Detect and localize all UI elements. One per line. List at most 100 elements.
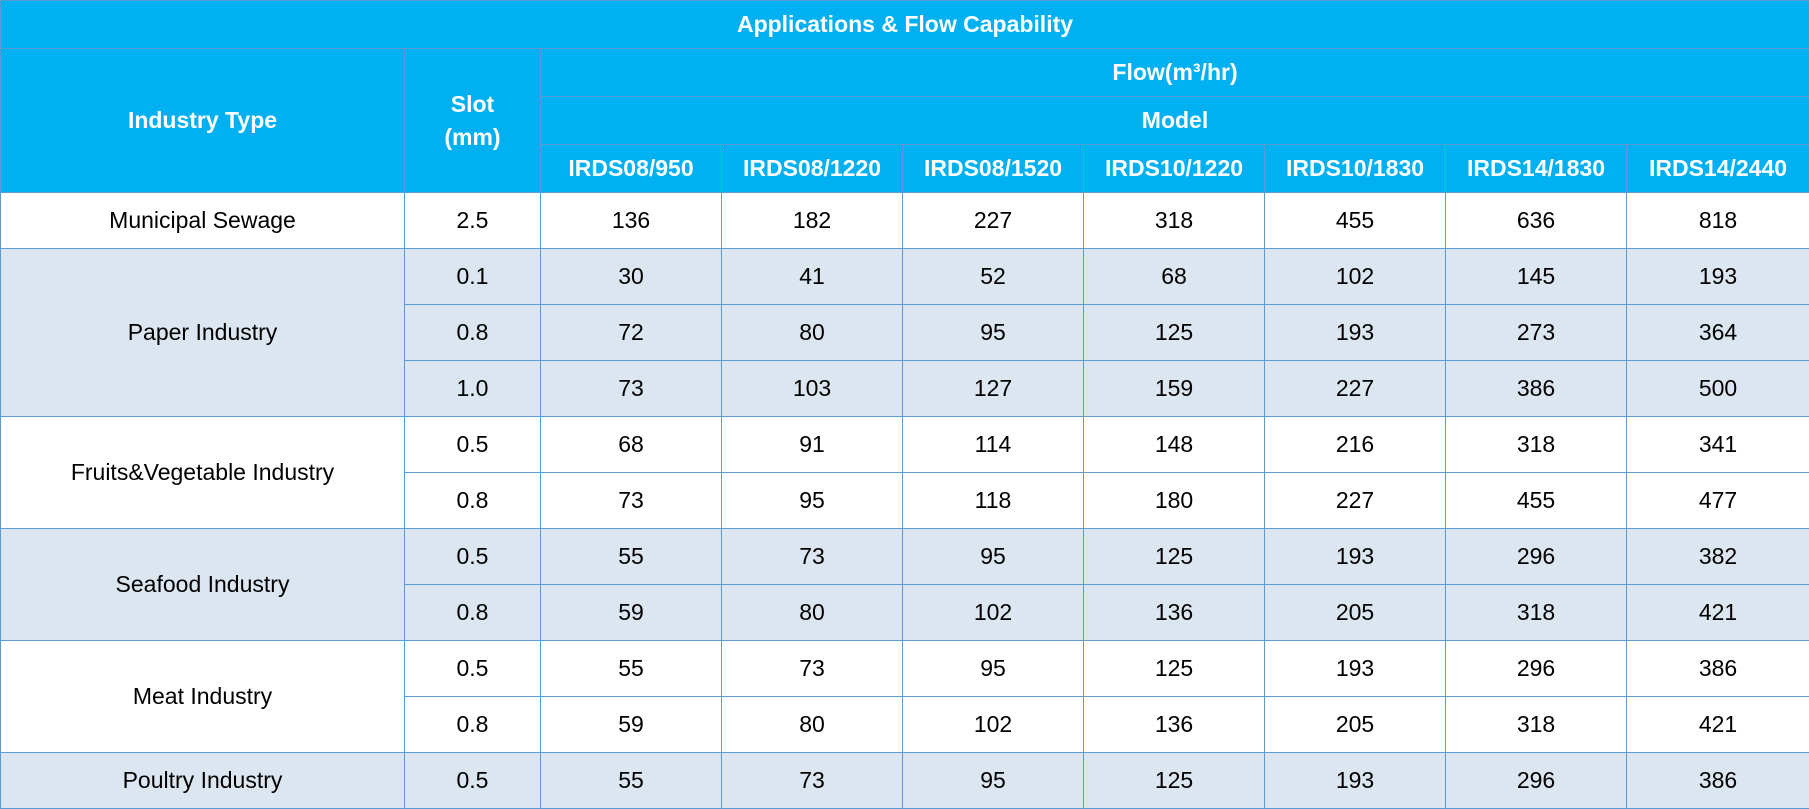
table-header: Applications & Flow Capability Industry …	[0, 0, 1809, 193]
flow-cell: 125	[1083, 528, 1265, 585]
flow-cell: 95	[902, 640, 1084, 697]
slot-cell: 2.5	[404, 192, 541, 249]
flow-cell: 41	[721, 248, 903, 305]
flow-cell: 193	[1264, 304, 1446, 361]
model-name: IRDS10/1830	[1264, 144, 1446, 193]
flow-cell: 118	[902, 472, 1084, 529]
flow-cell: 73	[721, 640, 903, 697]
table-body: Municipal Sewage 2.5 136 182 227 318 455 636 818…	[0, 192, 1809, 809]
flow-cell: 318	[1445, 584, 1627, 641]
flow-cell: 102	[1264, 248, 1446, 305]
flow-cell: 182	[721, 192, 903, 249]
slot-cell: 0.5	[404, 752, 541, 809]
flow-cell: 136	[1083, 696, 1265, 753]
model-header: Model	[539, 96, 1809, 145]
data-row: 0.8 73 95 118 180 227 455 477	[1, 472, 1809, 529]
model-name: IRDS10/1220	[1083, 144, 1265, 193]
flow-cell: 91	[721, 416, 903, 473]
industry-cell: Meat Industry	[0, 640, 405, 753]
slot-cell: 0.1	[404, 248, 541, 305]
flow-cell: 114	[902, 416, 1084, 473]
flow-cell: 73	[540, 472, 722, 529]
title-row: Applications & Flow Capability	[0, 0, 1809, 49]
flow-cell: 125	[1083, 752, 1265, 809]
flow-cell: 30	[540, 248, 722, 305]
flow-cell: 72	[540, 304, 722, 361]
flow-cell: 193	[1264, 528, 1446, 585]
flow-cell: 341	[1625, 416, 1809, 473]
flow-cell: 500	[1625, 360, 1809, 417]
data-row: Fruits&Vegetable Industry 0.5 68 91 114 148 21…	[0, 416, 1809, 529]
flow-cell: 382	[1625, 528, 1809, 585]
model-name: IRDS14/1830	[1445, 144, 1627, 193]
model-name: IRDS14/2440	[1625, 144, 1809, 193]
flow-cell: 136	[540, 192, 722, 249]
slot-cell: 0.5	[404, 528, 541, 585]
slot-cell: 0.8	[404, 696, 541, 753]
flow-cell: 125	[1083, 640, 1265, 697]
data-row: 1.0 73 103 127 159 227 386 500	[1, 360, 1809, 417]
slot-cell: 1.0	[404, 360, 541, 417]
flow-cell: 421	[1625, 584, 1809, 641]
flow-cell: 52	[902, 248, 1084, 305]
flow-cell: 55	[540, 528, 722, 585]
flow-cell: 68	[540, 416, 722, 473]
data-row: Paper Industry 0.1 30 41 52 68 102 145 193	[0, 248, 1809, 417]
flow-cell: 227	[1264, 472, 1446, 529]
slot-cell: 0.8	[404, 472, 541, 529]
data-row: 0.8 59 80 102 136 205 318 421	[1, 696, 1809, 753]
data-row: Meat Industry 0.5 55 73 95 125 193 296 386	[0, 640, 1809, 753]
flow-cell: 80	[721, 584, 903, 641]
flow-cell: 80	[721, 304, 903, 361]
flow-cell: 273	[1445, 304, 1627, 361]
data-row: Municipal Sewage 2.5 136 182 227 318 455 636 818	[0, 192, 1809, 249]
slot-cell: 0.5	[404, 416, 541, 473]
flow-cell: 136	[1083, 584, 1265, 641]
header-row: Model	[1, 96, 1809, 145]
flow-cell: 455	[1445, 472, 1627, 529]
flow-cell: 318	[1083, 192, 1265, 249]
flow-cell: 80	[721, 696, 903, 753]
flow-cell: 95	[902, 752, 1084, 809]
flow-cell: 95	[721, 472, 903, 529]
flow-cell: 148	[1083, 416, 1265, 473]
flow-cell: 73	[721, 752, 903, 809]
model-name: IRDS08/1220	[721, 144, 903, 193]
slot-header: Slot (mm)	[404, 48, 541, 193]
flow-cell: 386	[1445, 360, 1627, 417]
slot-cell: 0.5	[404, 640, 541, 697]
flow-header: Flow(m³/hr)	[539, 48, 1809, 97]
flow-cell: 55	[540, 752, 722, 809]
flow-cell: 296	[1445, 528, 1627, 585]
industry-header: Industry Type	[0, 48, 405, 193]
header-row: Industry Type Slot (mm) Flow(m³/hr)	[0, 48, 1809, 193]
flow-cell: 227	[1264, 360, 1446, 417]
flow-cell: 103	[721, 360, 903, 417]
industry-cell: Fruits&Vegetable Industry	[0, 416, 405, 529]
model-name: IRDS08/1520	[902, 144, 1084, 193]
flow-cell: 68	[1083, 248, 1265, 305]
industry-cell: Municipal Sewage	[0, 192, 405, 249]
flow-cell: 95	[902, 304, 1084, 361]
flow-cell: 636	[1445, 192, 1627, 249]
flow-cell: 180	[1083, 472, 1265, 529]
flow-cell: 318	[1445, 416, 1627, 473]
flow-cell: 193	[1264, 752, 1446, 809]
flow-cell: 386	[1625, 640, 1809, 697]
data-row: Poultry Industry 0.5 55 73 95 125 193 296 386	[0, 752, 1809, 809]
flow-cell: 73	[721, 528, 903, 585]
data-row: Seafood Industry 0.5 55 73 95 125 193 296 382	[0, 528, 1809, 641]
flow-cell: 205	[1264, 696, 1446, 753]
flow-cell: 386	[1625, 752, 1809, 809]
flow-cell: 55	[540, 640, 722, 697]
flow-cell: 216	[1264, 416, 1446, 473]
flow-cell: 59	[540, 584, 722, 641]
industry-cell: Poultry Industry	[0, 752, 405, 809]
industry-cell: Seafood Industry	[0, 528, 405, 641]
flow-cell: 296	[1445, 640, 1627, 697]
flow-cell: 477	[1625, 472, 1809, 529]
flow-cell: 205	[1264, 584, 1446, 641]
slot-cell: 0.8	[404, 304, 541, 361]
model-name: IRDS08/950	[540, 144, 722, 193]
